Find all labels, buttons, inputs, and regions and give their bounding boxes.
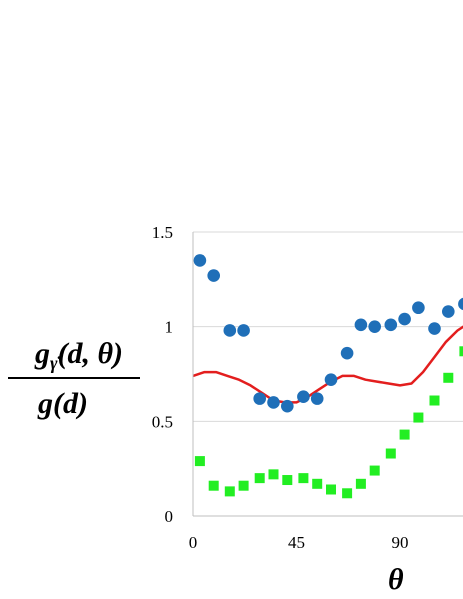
square-point-3 — [238, 480, 249, 491]
square-point-6 — [282, 475, 293, 486]
circle-point-4 — [253, 392, 266, 405]
circle-point-2 — [223, 324, 237, 337]
axes — [192, 232, 463, 517]
square-point-7 — [298, 473, 309, 484]
circle-point-1 — [207, 269, 220, 282]
square-point-9 — [326, 484, 336, 495]
circle-point-11 — [354, 318, 368, 332]
circle-point-3 — [237, 324, 250, 337]
square-point-5 — [268, 469, 279, 480]
square-point-8 — [312, 478, 323, 489]
square-point-16 — [429, 395, 440, 406]
circle-point-9 — [324, 373, 338, 386]
y-label-numerator: gγ̇(d, θ) — [34, 337, 123, 373]
circle-point-14 — [398, 312, 411, 326]
circle-point-16 — [428, 322, 441, 335]
points-layer — [193, 254, 463, 499]
circle-point-15 — [412, 301, 425, 315]
x-tick-label-0: 0 — [189, 533, 198, 552]
y-label-denominator: g(d) — [37, 387, 88, 420]
square-point-13 — [385, 448, 396, 459]
circle-point-10 — [340, 346, 354, 360]
circle-point-5 — [267, 396, 280, 409]
circle-point-8 — [310, 392, 324, 405]
x-tick-label-1: 45 — [288, 533, 305, 552]
square-point-14 — [399, 429, 410, 440]
square-point-18 — [459, 346, 463, 357]
tick-labels: 0 0.5 1 1.5 0 45 90 — [152, 223, 409, 552]
y-tick-label-0: 0 — [165, 507, 174, 526]
square-point-2 — [224, 486, 235, 497]
y-tick-label-2: 1 — [165, 318, 174, 337]
circle-point-12 — [368, 320, 382, 333]
circle-point-0 — [193, 254, 207, 267]
square-point-17 — [443, 372, 454, 383]
square-point-10 — [342, 488, 353, 499]
circle-point-6 — [281, 399, 294, 413]
circle-point-7 — [297, 390, 310, 404]
y-axis-label: gγ̇(d, θ) g(d) — [8, 337, 140, 420]
square-point-12 — [369, 465, 380, 476]
y-tick-label-3: 1.5 — [152, 223, 173, 242]
square-point-0 — [194, 456, 205, 467]
square-point-15 — [413, 412, 424, 423]
circle-point-17 — [442, 305, 455, 318]
circle-point-18 — [458, 297, 463, 311]
x-tick-label-2: 90 — [392, 533, 409, 552]
y-tick-label-1: 0.5 — [152, 412, 173, 431]
square-point-11 — [355, 478, 366, 489]
square-point-1 — [208, 480, 219, 491]
x-axis-label: θ — [388, 563, 404, 596]
circle-point-13 — [384, 318, 398, 332]
square-point-4 — [254, 473, 265, 484]
